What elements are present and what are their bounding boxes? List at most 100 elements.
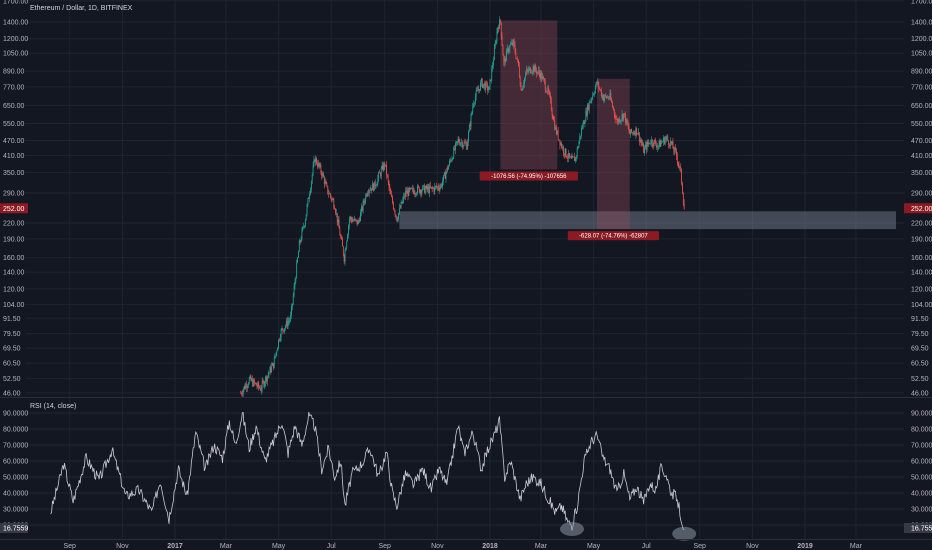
candle[interactable] [263, 380, 265, 388]
candle[interactable] [304, 218, 306, 228]
candle[interactable] [247, 381, 249, 389]
candle[interactable] [512, 39, 514, 50]
candle[interactable] [241, 391, 242, 397]
candle[interactable] [400, 199, 402, 210]
candle[interactable] [630, 128, 632, 138]
candle[interactable] [589, 101, 591, 103]
candle[interactable] [271, 362, 273, 374]
candle[interactable] [665, 135, 667, 143]
candle[interactable] [638, 132, 640, 146]
candle[interactable] [628, 123, 630, 133]
candle[interactable] [375, 184, 377, 189]
candle[interactable] [268, 371, 270, 378]
candle[interactable] [639, 136, 641, 143]
candle[interactable] [567, 154, 569, 163]
candle[interactable] [549, 89, 550, 98]
candle[interactable] [676, 147, 677, 160]
candle[interactable] [267, 370, 269, 379]
candle[interactable] [667, 134, 669, 141]
candle[interactable] [575, 156, 576, 164]
candle[interactable] [543, 75, 544, 82]
candle[interactable] [379, 171, 381, 179]
candle[interactable] [612, 100, 613, 109]
candle[interactable] [371, 188, 373, 194]
candle[interactable] [499, 16, 500, 30]
candle[interactable] [533, 65, 535, 76]
candle[interactable] [378, 171, 380, 182]
candle[interactable] [596, 80, 598, 86]
candle[interactable] [650, 136, 652, 147]
candle[interactable] [441, 182, 443, 189]
candle[interactable] [658, 139, 660, 149]
candle[interactable] [295, 276, 297, 284]
candle[interactable] [565, 148, 567, 158]
candle[interactable] [310, 187, 311, 196]
candle[interactable] [483, 83, 485, 89]
candle[interactable] [373, 181, 375, 191]
candle[interactable] [410, 187, 412, 191]
candle[interactable] [294, 277, 296, 290]
candle[interactable] [354, 218, 356, 222]
candle[interactable] [300, 236, 302, 244]
candle[interactable] [548, 85, 550, 95]
candle[interactable] [413, 187, 415, 195]
candle[interactable] [246, 380, 248, 392]
candle[interactable] [265, 375, 267, 388]
candle[interactable] [386, 161, 387, 180]
candle[interactable] [564, 147, 566, 158]
candle[interactable] [386, 174, 388, 178]
candle[interactable] [374, 179, 376, 190]
candle[interactable] [678, 160, 680, 169]
candle[interactable] [396, 216, 398, 222]
candle[interactable] [343, 253, 345, 264]
candle[interactable] [332, 196, 334, 201]
candle[interactable] [676, 152, 678, 166]
candle[interactable] [310, 180, 312, 193]
candle[interactable] [329, 192, 331, 199]
candle[interactable] [316, 156, 317, 166]
candle[interactable] [447, 165, 449, 172]
candle[interactable] [345, 246, 347, 252]
candle[interactable] [443, 171, 445, 176]
candle[interactable] [461, 140, 463, 150]
candle[interactable] [474, 93, 476, 106]
candle[interactable] [285, 324, 286, 331]
candle[interactable] [442, 177, 443, 190]
candle[interactable] [475, 87, 477, 101]
candle[interactable] [633, 130, 635, 135]
candle[interactable] [407, 188, 409, 201]
candle[interactable] [650, 139, 651, 146]
candle[interactable] [577, 146, 579, 150]
candle[interactable] [252, 375, 254, 388]
candle[interactable] [604, 93, 606, 103]
candle[interactable] [512, 39, 513, 47]
candle[interactable] [323, 175, 325, 189]
candle[interactable] [402, 196, 404, 205]
candle[interactable] [494, 39, 496, 49]
candle[interactable] [403, 192, 405, 204]
candle[interactable] [463, 140, 465, 147]
candle[interactable] [536, 67, 538, 78]
rsi-low-highlight[interactable] [672, 526, 697, 541]
candle[interactable] [430, 187, 432, 190]
candle[interactable] [328, 189, 330, 198]
candle[interactable] [456, 141, 458, 146]
candle[interactable] [528, 66, 530, 75]
candle[interactable] [647, 138, 649, 147]
candle[interactable] [366, 192, 367, 198]
candle[interactable] [442, 175, 444, 186]
candle[interactable] [384, 161, 386, 170]
candle[interactable] [292, 292, 294, 306]
candle[interactable] [575, 155, 577, 162]
candle[interactable] [259, 385, 260, 390]
candle[interactable] [411, 184, 413, 193]
candle[interactable] [424, 183, 425, 194]
candle[interactable] [653, 140, 655, 148]
candle[interactable] [587, 102, 589, 112]
candle[interactable] [346, 240, 348, 250]
candle[interactable] [662, 140, 664, 143]
candle[interactable] [613, 108, 615, 119]
candle[interactable] [599, 86, 601, 91]
candle[interactable] [408, 186, 410, 197]
candle[interactable] [495, 39, 497, 46]
